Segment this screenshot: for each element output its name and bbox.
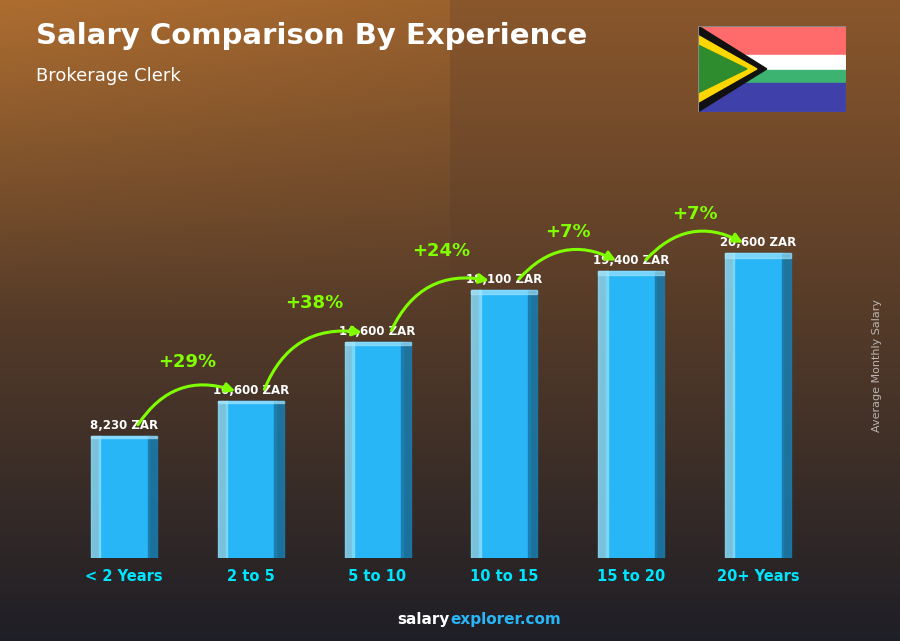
Text: 14,600 ZAR: 14,600 ZAR [339, 324, 416, 338]
Bar [91, 436, 157, 438]
Bar [598, 271, 664, 275]
Text: Salary Comparison By Experience: Salary Comparison By Experience [36, 22, 587, 51]
Bar [698, 26, 846, 54]
Text: salary: salary [398, 612, 450, 627]
Bar [401, 342, 410, 558]
Bar [480, 290, 529, 558]
Text: Brokerage Clerk: Brokerage Clerk [36, 67, 181, 85]
Bar [91, 436, 100, 558]
Bar [345, 342, 354, 558]
Bar [345, 342, 410, 345]
Bar [218, 401, 284, 403]
Text: 18,100 ZAR: 18,100 ZAR [466, 273, 543, 286]
Text: +29%: +29% [158, 353, 216, 371]
Text: +24%: +24% [412, 242, 470, 260]
FancyArrowPatch shape [392, 274, 486, 330]
Bar [226, 401, 275, 558]
Text: 19,400 ZAR: 19,400 ZAR [593, 254, 670, 267]
Text: explorer.com: explorer.com [450, 612, 561, 627]
Bar [472, 290, 481, 558]
Text: 10,600 ZAR: 10,600 ZAR [212, 384, 289, 397]
Bar [698, 54, 846, 71]
Bar [782, 253, 791, 558]
Bar [218, 401, 227, 558]
Bar [528, 290, 537, 558]
Bar [148, 436, 157, 558]
Bar [655, 271, 664, 558]
Text: +7%: +7% [672, 205, 717, 223]
Polygon shape [698, 45, 747, 93]
Text: +7%: +7% [545, 223, 590, 241]
Bar [725, 253, 734, 558]
FancyArrowPatch shape [265, 327, 359, 390]
Bar [698, 83, 846, 112]
Bar [598, 271, 608, 558]
Polygon shape [698, 35, 757, 103]
Bar [353, 342, 402, 558]
Text: 8,230 ZAR: 8,230 ZAR [90, 419, 158, 432]
FancyArrowPatch shape [646, 231, 740, 260]
Bar [472, 290, 537, 294]
FancyArrowPatch shape [138, 384, 232, 425]
Bar [734, 253, 783, 558]
Text: 20,600 ZAR: 20,600 ZAR [720, 236, 796, 249]
Text: +38%: +38% [285, 294, 343, 312]
Bar [725, 253, 791, 258]
Text: Average Monthly Salary: Average Monthly Salary [872, 299, 883, 432]
Bar [607, 271, 656, 558]
FancyArrowPatch shape [519, 249, 613, 279]
Bar [698, 71, 846, 83]
Polygon shape [698, 26, 767, 112]
Bar [99, 436, 148, 558]
Bar [274, 401, 284, 558]
